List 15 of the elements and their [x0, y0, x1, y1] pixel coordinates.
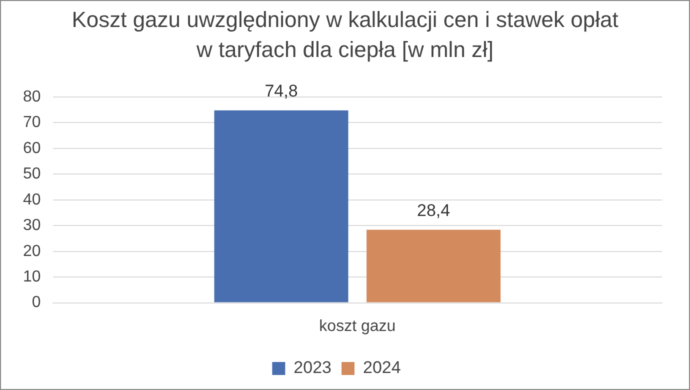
data-label: 28,4	[417, 200, 450, 220]
y-tick-label: 0	[32, 294, 41, 312]
y-tick-label: 70	[23, 114, 41, 132]
y-tick-label: 10	[23, 268, 41, 286]
y-tick-label: 30	[23, 217, 41, 234]
y-tick-label: 80	[23, 88, 41, 106]
y-tick-label: 40	[23, 191, 41, 208]
y-tick-label: 50	[23, 166, 41, 183]
data-label: 74,8	[264, 82, 298, 101]
legend-label: 2023	[294, 358, 332, 378]
x-tick-label: koszt gazu	[319, 318, 396, 335]
y-tick-label: 20	[23, 242, 41, 260]
y-tick-label: 60	[23, 140, 41, 157]
legend-label: 2024	[363, 358, 401, 378]
chart-title: Koszt gazu uwzględniony w kalkulacji cen i stawek opłat w taryfach dla ciepła [w mln zł]	[70, 6, 620, 64]
